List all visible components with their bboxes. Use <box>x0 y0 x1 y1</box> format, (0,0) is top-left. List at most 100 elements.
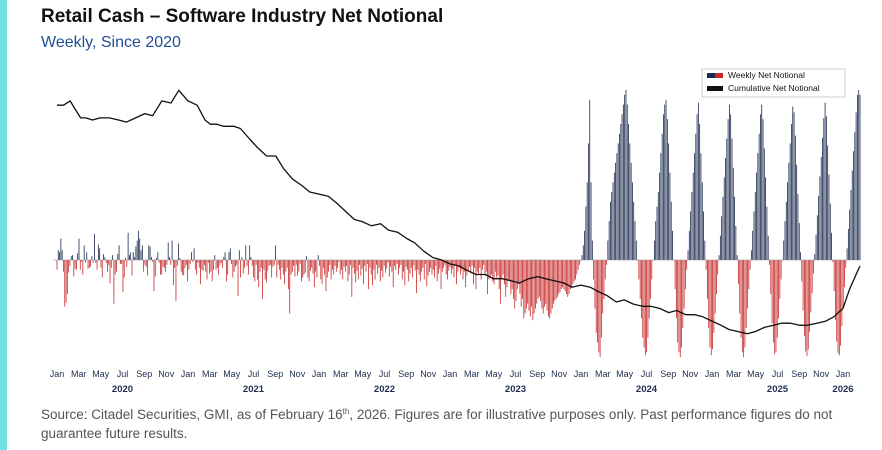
bar-weekly-480 <box>677 260 679 343</box>
bar-weekly-65 <box>140 250 142 260</box>
bar-weekly-315 <box>463 260 465 272</box>
bar-weekly-444 <box>630 162 632 260</box>
bar-weekly-600 <box>832 260 834 262</box>
bar-weekly-207 <box>324 260 326 275</box>
bar-weekly-490 <box>690 211 692 260</box>
bar-weekly-363 <box>525 260 527 309</box>
bar-weekly-360 <box>522 260 523 299</box>
bar-weekly-346 <box>504 260 505 285</box>
bar-weekly-406 <box>581 255 583 260</box>
bar-weekly-546 <box>762 119 764 260</box>
bar-weekly-119 <box>210 260 212 272</box>
bar-weekly-203 <box>319 260 320 266</box>
bar-weekly-454 <box>643 260 645 348</box>
bar-weekly-244 <box>372 260 373 286</box>
chart-title: Retail Cash – Software Industry Net Noti… <box>41 6 444 27</box>
bar-weekly-427 <box>608 221 610 260</box>
bar-weekly-459 <box>650 260 651 299</box>
bar-weekly-464 <box>656 206 658 260</box>
bar-weekly-261 <box>394 260 395 266</box>
bar-weekly-530 <box>741 260 743 353</box>
bar-weekly-391 <box>562 260 563 288</box>
bar-weekly-432 <box>615 162 617 260</box>
bar-weekly-344 <box>501 260 503 280</box>
bar-weekly-26 <box>90 260 92 267</box>
bar-weekly-603 <box>836 260 838 342</box>
bar-weekly-305 <box>450 260 452 274</box>
bar-weekly-57 <box>130 252 132 260</box>
bar-weekly-556 <box>775 260 777 353</box>
bar-weekly-156 <box>258 260 260 288</box>
bar-weekly-127 <box>220 260 222 263</box>
bar-weekly-483 <box>681 260 682 348</box>
bar-weekly-534 <box>747 260 748 309</box>
bar-weekly-38 <box>105 260 107 263</box>
bar-weekly-508 <box>713 260 715 333</box>
bar-weekly-151 <box>251 260 253 266</box>
bar-weekly-389 <box>559 260 561 293</box>
bar-weekly-287 <box>427 260 429 276</box>
bar-weekly-309 <box>456 260 457 285</box>
bar-weekly-564 <box>785 201 787 260</box>
bar-weekly-302 <box>447 260 448 280</box>
bar-weekly-92 <box>175 260 177 301</box>
bar-weekly-152 <box>253 260 254 278</box>
bar-weekly-47 <box>117 254 119 260</box>
bar-weekly-221 <box>342 260 344 280</box>
bar-weekly-563 <box>784 221 786 260</box>
bar-weekly-380 <box>547 260 549 317</box>
bar-weekly-124 <box>216 260 218 268</box>
x-tick-label: Jan <box>181 369 196 379</box>
bar-weekly-494 <box>695 133 697 260</box>
bar-weekly-159 <box>262 260 263 299</box>
bar-weekly-153 <box>254 260 256 282</box>
bar-weekly-601 <box>833 260 835 292</box>
bar-weekly-338 <box>493 260 495 285</box>
x-tick-label: Sep <box>660 369 676 379</box>
bar-weekly-416 <box>594 260 596 309</box>
bar-weekly-472 <box>666 119 668 260</box>
bar-weekly-570 <box>793 112 795 260</box>
bar-weekly-216 <box>335 260 337 272</box>
bar-weekly-280 <box>418 260 420 275</box>
bar-weekly-378 <box>545 260 547 304</box>
bar-weekly-593 <box>823 118 825 260</box>
x-tick-label: Jul <box>248 369 260 379</box>
bar-weekly-202 <box>317 255 319 260</box>
bar-weekly-535 <box>748 260 750 290</box>
bar-weekly-387 <box>557 260 558 297</box>
bar-weekly-450 <box>638 260 640 280</box>
bar-weekly-106 <box>193 248 195 260</box>
bar-weekly-594 <box>824 102 826 260</box>
bar-weekly-418 <box>597 260 598 343</box>
bar-weekly-400 <box>573 260 575 282</box>
bar-weekly-75 <box>153 260 155 292</box>
bar-weekly-271 <box>407 260 408 270</box>
bar-weekly-323 <box>474 260 476 268</box>
bar-weekly-112 <box>201 260 203 270</box>
bar-weekly-258 <box>390 260 392 267</box>
bar-weekly-514 <box>721 216 723 260</box>
x-year-label: 2023 <box>505 384 526 395</box>
bar-weekly-222 <box>343 260 345 267</box>
bar-weekly-332 <box>485 260 487 272</box>
bar-weekly-60 <box>134 257 135 260</box>
bar-weekly-180 <box>289 260 291 314</box>
bar-weekly-224 <box>346 260 348 266</box>
bar-weekly-93 <box>176 260 178 266</box>
bar-weekly-130 <box>224 252 226 260</box>
bar-weekly-228 <box>351 260 353 297</box>
bar-weekly-437 <box>621 114 623 260</box>
bar-weekly-161 <box>264 260 266 280</box>
bar-weekly-362 <box>524 260 526 314</box>
bar-weekly-295 <box>438 260 439 274</box>
x-tick-label: Jan <box>312 369 327 379</box>
bar-weekly-114 <box>204 260 205 265</box>
bar-weekly-457 <box>647 260 649 338</box>
bar-weekly-620 <box>858 90 860 260</box>
bar-weekly-510 <box>716 260 717 294</box>
bar-weekly-337 <box>492 260 494 282</box>
bar-weekly-12 <box>72 255 73 260</box>
bar-weekly-27 <box>91 256 93 260</box>
bar-weekly-479 <box>675 260 677 319</box>
